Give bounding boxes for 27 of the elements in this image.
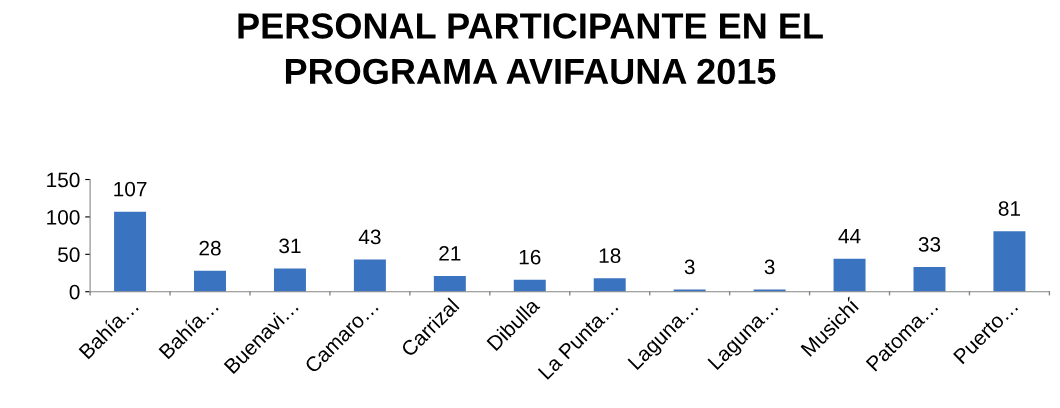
bar	[913, 267, 946, 292]
data-label: 33	[918, 237, 941, 252]
bar	[273, 268, 306, 292]
y-tick-label: 100	[47, 209, 80, 225]
bar	[513, 279, 546, 292]
bar	[433, 276, 466, 292]
data-label: 3	[764, 259, 775, 275]
data-label: 43	[358, 229, 381, 245]
bar	[194, 270, 226, 292]
data-label: 28	[199, 240, 221, 256]
data-label: 3	[684, 259, 695, 275]
y-tick-label: 50	[58, 247, 80, 263]
data-label: 44	[838, 229, 861, 244]
chart-title: PERSONAL PARTICIPANTE EN EL PROGRAMA AVIFAUNA 2015	[238, 13, 823, 85]
bar	[353, 259, 386, 292]
bar	[114, 211, 147, 292]
bar	[993, 231, 1026, 292]
data-label: 107	[114, 181, 147, 197]
y-tick-label: 0	[69, 284, 80, 300]
data-label: 21	[439, 246, 461, 261]
bar	[833, 258, 866, 292]
data-label: 81	[998, 201, 1020, 216]
bar	[593, 278, 626, 292]
data-label: 16	[519, 249, 541, 265]
data-label: 18	[599, 248, 621, 264]
y-tick-label: 150	[47, 172, 80, 188]
data-label: 31	[279, 238, 301, 254]
